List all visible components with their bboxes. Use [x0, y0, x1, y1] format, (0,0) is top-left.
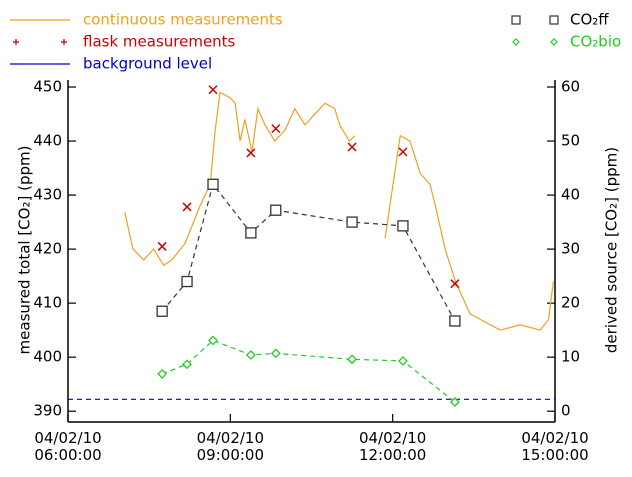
- flask-marker: [208, 85, 218, 95]
- legend-label: background level: [83, 55, 212, 73]
- square-marker: [346, 216, 358, 228]
- diamond-marker: [270, 348, 281, 359]
- legend-label: CO₂ff: [570, 11, 609, 29]
- y2-axis-title: derived source [CO₂] (ppm): [603, 147, 621, 353]
- legend-marker: [549, 15, 559, 25]
- square-marker: [156, 305, 168, 317]
- flask-marker: [271, 124, 281, 134]
- diamond-marker: [208, 335, 218, 346]
- x-tick-label: 04/02/10 12:00:00: [358, 429, 427, 464]
- y2-tick-label: 20: [561, 294, 580, 312]
- legend-marker: [512, 38, 520, 46]
- y2-tick-label: 0: [561, 402, 571, 420]
- square-marker: [207, 178, 219, 190]
- diamond-marker: [182, 359, 192, 370]
- y-tick-label: 400: [33, 348, 62, 366]
- y-tick-label: 390: [33, 402, 62, 420]
- y-tick-label: 420: [33, 240, 62, 258]
- legend-label: CO₂bio: [570, 33, 621, 51]
- diamond-marker: [398, 356, 408, 366]
- legend-marker: [61, 39, 67, 45]
- diamond-marker: [347, 354, 358, 365]
- square-marker: [397, 220, 409, 232]
- square-marker: [449, 315, 461, 327]
- flask-marker: [398, 147, 408, 157]
- square-marker: [270, 204, 282, 216]
- legend-label: continuous measurements: [83, 11, 283, 29]
- legend-label: flask measurements: [83, 33, 236, 51]
- diamond-marker: [449, 397, 460, 407]
- flask-marker: [450, 279, 460, 289]
- legend-marker: [13, 39, 19, 45]
- y2-tick-label: 10: [561, 348, 580, 366]
- y2-tick-label: 30: [561, 240, 580, 258]
- y-tick-label: 440: [33, 132, 62, 150]
- flask-marker: [246, 148, 256, 158]
- y-tick-label: 410: [33, 294, 62, 312]
- y-axis-title: measured total [CO₂] (ppm): [16, 146, 34, 355]
- series-line: [124, 91, 554, 331]
- diamond-marker: [245, 350, 256, 360]
- square-marker: [181, 275, 193, 288]
- square-marker: [245, 227, 257, 239]
- y2-tick-label: 50: [561, 132, 580, 150]
- y-tick-label: 430: [33, 186, 62, 204]
- series-line: [161, 182, 456, 322]
- x-tick-label: 04/02/10 15:00:00: [521, 429, 589, 464]
- legend-marker: [550, 38, 558, 46]
- x-tick-label: 04/02/10 09:00:00: [196, 429, 265, 464]
- flask-marker: [182, 202, 192, 212]
- x-tick-label: 04/02/10 06:00:00: [34, 429, 102, 464]
- y-tick-label: 450: [33, 78, 62, 96]
- y2-tick-label: 40: [561, 186, 580, 204]
- y2-tick-label: 60: [561, 78, 580, 96]
- series-line: [161, 339, 456, 403]
- flask-marker: [157, 241, 167, 251]
- flask-marker: [347, 142, 357, 152]
- legend-marker: [511, 15, 521, 25]
- diamond-marker: [157, 368, 168, 379]
